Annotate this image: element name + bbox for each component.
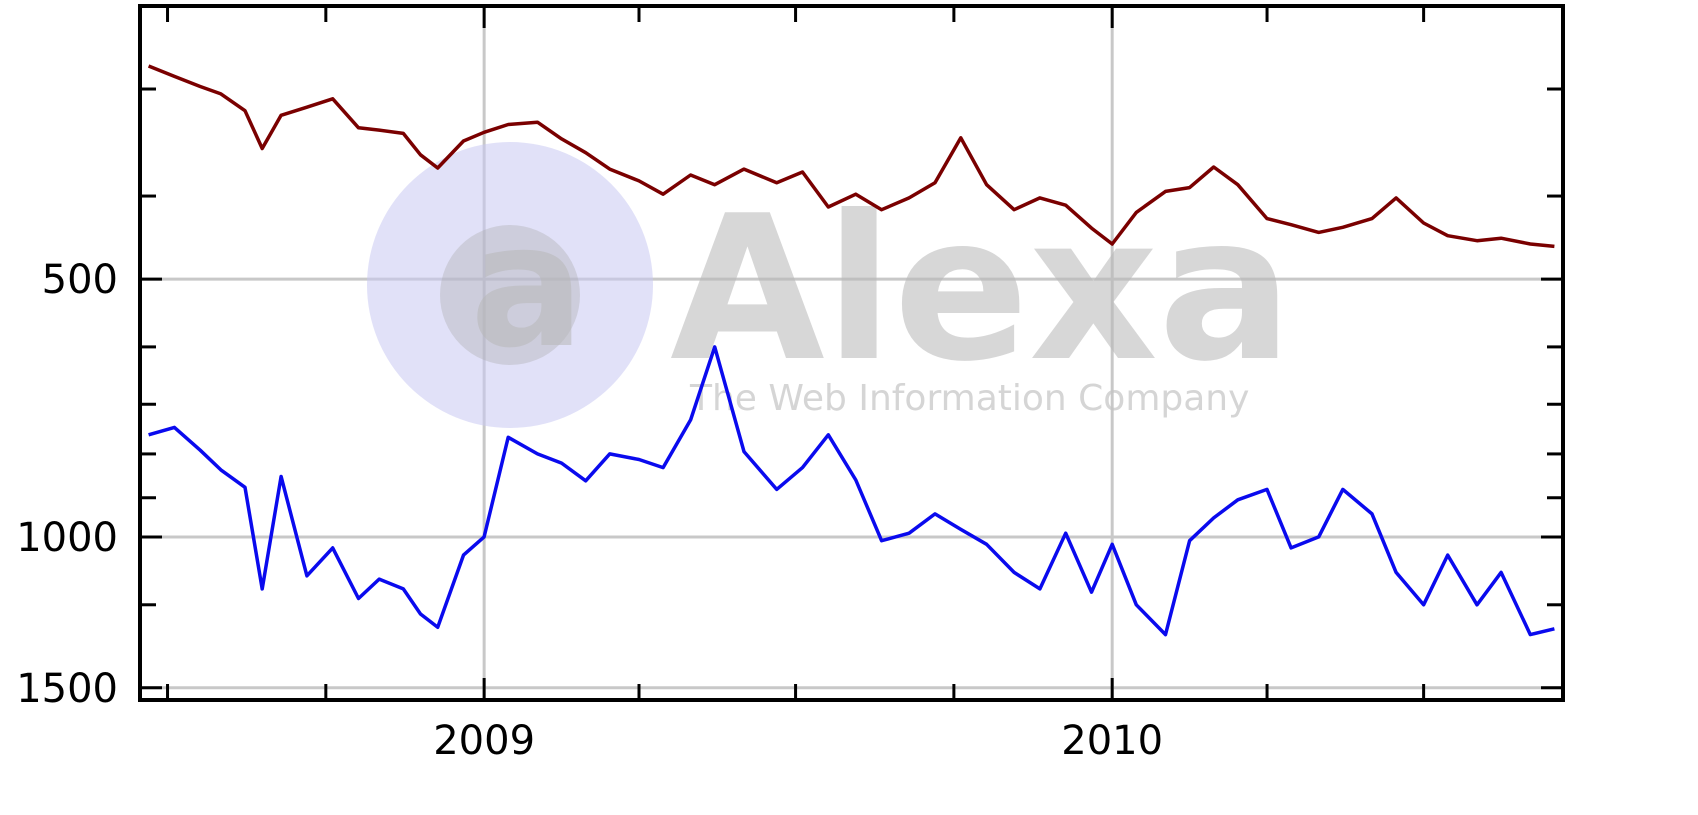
alexa-brand-text: Alexa <box>670 173 1293 406</box>
series-2-line <box>148 345 1555 637</box>
alexa-watermark: a Alexa The Web Information Company <box>367 142 1293 428</box>
y-tick-label: 1000 <box>16 515 118 561</box>
x-tick-label: 2010 <box>1061 718 1163 764</box>
alexa-logo-circle <box>367 142 653 428</box>
y-tick-label: 1500 <box>16 666 118 712</box>
gridlines <box>140 6 1563 700</box>
alexa-logo-inner <box>440 225 580 365</box>
alexa-logo-letter: a <box>470 188 585 386</box>
y-tick-label: 500 <box>42 257 118 303</box>
series-layer <box>147 64 1555 637</box>
axes <box>138 4 1565 702</box>
series-1-line <box>147 64 1555 249</box>
tick-labels: 500 1000 1500 2009 2010 <box>16 257 1163 764</box>
plot-frame <box>138 4 1565 702</box>
x-tick-label: 2009 <box>433 718 535 764</box>
alexa-tagline: The Web Information Company <box>689 378 1249 419</box>
